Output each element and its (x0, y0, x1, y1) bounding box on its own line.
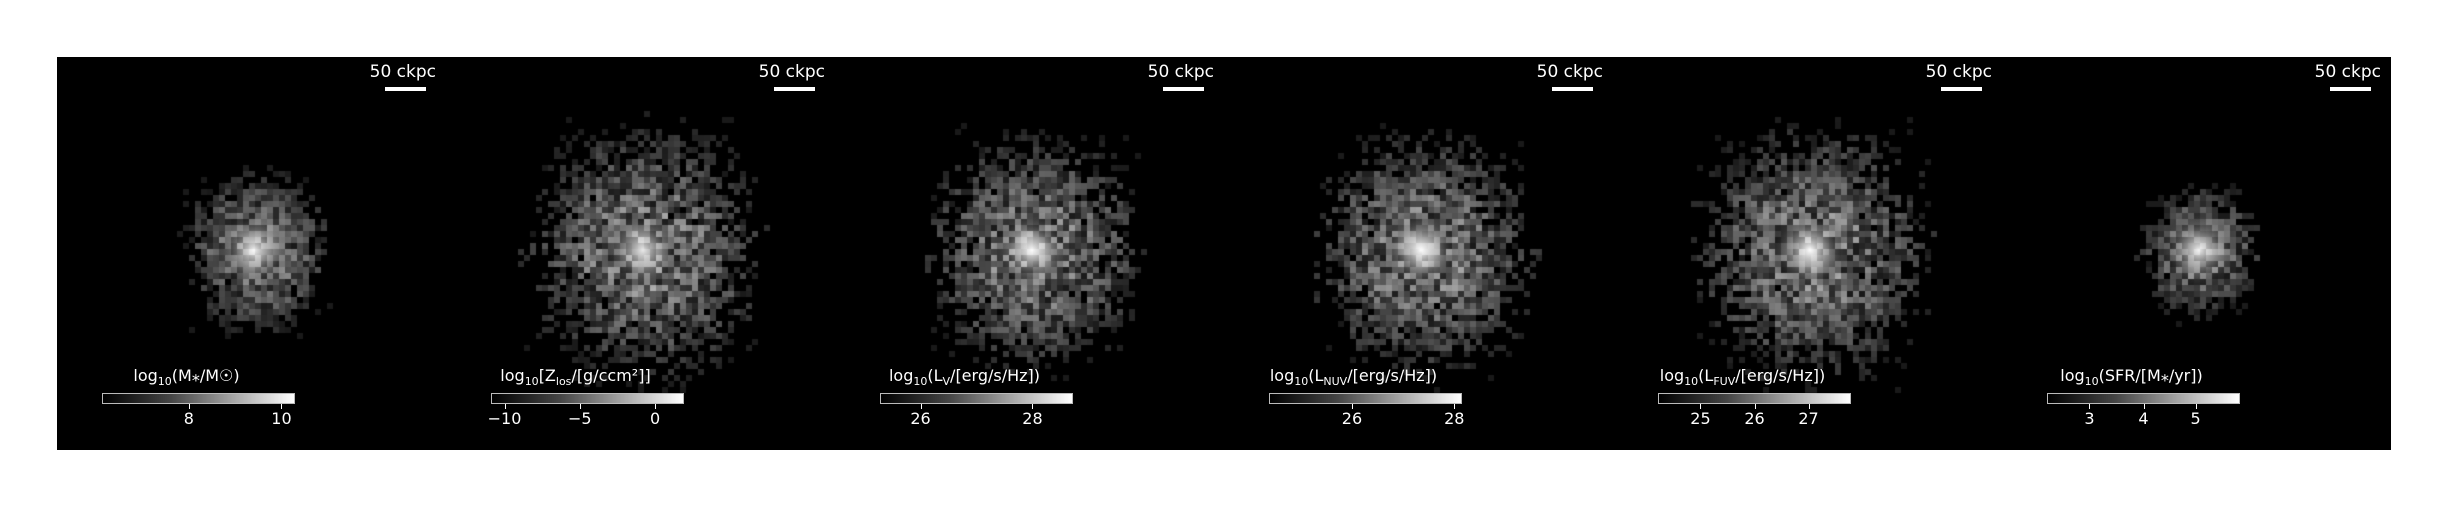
colorbar-tick-label: −10 (487, 409, 522, 428)
colorbar-tick (2195, 404, 2197, 409)
scalebar-line (385, 87, 426, 91)
colorbar (880, 393, 1073, 404)
colorbar-tick (281, 404, 283, 409)
colorbar-tick-label: 28 (1444, 409, 1465, 428)
colorbar-tick-label: 27 (1798, 409, 1819, 428)
pixel-map-star-formation-rate (2002, 57, 2391, 450)
colorbar-tick (2089, 404, 2091, 409)
panel-metal-surface-density: 50 ckpc log10[Zlos/[g/ccm²]] −10 −5 0 (446, 57, 835, 450)
colorbar-tick-label: 26 (1744, 409, 1765, 428)
colorbar-label: log10(SFR/[M⁎/yr]) (2060, 366, 2203, 389)
colorbar-tick-label: 10 (271, 409, 292, 428)
scalebar-label: 50 ckpc (2314, 62, 2381, 82)
pixel-map-v-band-luminosity (835, 57, 1224, 450)
colorbar-label: log10(LV/[erg/s/Hz]) (888, 366, 1041, 389)
colorbar (491, 393, 684, 404)
colorbar-label: log10(LFUV/[erg/s/Hz]) (1659, 366, 1826, 389)
colorbar-tick (1700, 404, 1702, 409)
scalebar-label: 50 ckpc (758, 62, 825, 82)
scalebar-label: 50 ckpc (1536, 62, 1603, 82)
pixel-map-nuv-luminosity (1224, 57, 1613, 450)
colorbar-tick (655, 404, 657, 409)
colorbar-tick-label: 3 (2084, 409, 2095, 428)
panel-nuv-luminosity: 50 ckpc log10(LNUV/[erg/s/Hz]) 26 28 (1224, 57, 1613, 450)
colorbar-tick (1754, 404, 1756, 409)
scalebar-line (1163, 87, 1204, 91)
colorbar-tick-label: 26 (1341, 409, 1363, 428)
figure-strip: 50 ckpc log10(M⁎/M☉) 8 10 50 ckpc log10[Zlos/… (57, 57, 2391, 450)
scalebar-label: 50 ckpc (369, 62, 436, 82)
colorbar-tick-label: 25 (1690, 409, 1711, 428)
colorbar (2047, 393, 2240, 404)
scalebar-line (1941, 87, 1982, 91)
scalebar-line (2330, 87, 2371, 91)
scalebar-line (774, 87, 815, 91)
colorbar-label: log10(LNUV/[erg/s/Hz]) (1269, 366, 1438, 389)
scalebar-line (1552, 87, 1593, 91)
colorbar-tick (1032, 404, 1034, 409)
panel-star-formation-rate: 50 ckpc log10(SFR/[M⁎/yr]) 3 4 5 (2002, 57, 2391, 450)
colorbar-tick-label: 0 (649, 409, 661, 428)
colorbar (102, 393, 295, 404)
colorbar-tick (1808, 404, 1810, 409)
colorbar-tick-label: 28 (1022, 409, 1043, 428)
colorbar-tick (1351, 404, 1353, 409)
colorbar-label: log10[Zlos/[g/ccm²]] (500, 366, 651, 389)
colorbar-tick (188, 404, 190, 409)
panel-fuv-luminosity: 50 ckpc log10(LFUV/[erg/s/Hz]) 25 26 27 (1613, 57, 2002, 450)
colorbar-tick (2143, 404, 2145, 409)
pixel-map-stellar-mass (57, 57, 446, 450)
pixel-map-metal-surface-density (446, 57, 835, 450)
colorbar-tick-label: 26 (910, 409, 931, 428)
colorbar (1658, 393, 1851, 404)
colorbar-label: log10(M⁎/M☉) (133, 366, 240, 389)
colorbar-tick-label: −5 (567, 409, 592, 428)
colorbar-tick (920, 404, 922, 409)
colorbar (1269, 393, 1462, 404)
colorbar-tick (579, 404, 581, 409)
colorbar-tick-label: 8 (183, 409, 194, 428)
scalebar-label: 50 ckpc (1147, 62, 1214, 82)
pixel-map-fuv-luminosity (1613, 57, 2002, 450)
colorbar-tick-label: 4 (2138, 409, 2149, 428)
scalebar-label: 50 ckpc (1925, 62, 1992, 82)
panel-stellar-mass: 50 ckpc log10(M⁎/M☉) 8 10 (57, 57, 446, 450)
colorbar-tick (1454, 404, 1456, 409)
panel-v-band-luminosity: 50 ckpc log10(LV/[erg/s/Hz]) 26 28 (835, 57, 1224, 450)
colorbar-tick-label: 5 (2190, 409, 2201, 428)
colorbar-tick (504, 404, 506, 409)
